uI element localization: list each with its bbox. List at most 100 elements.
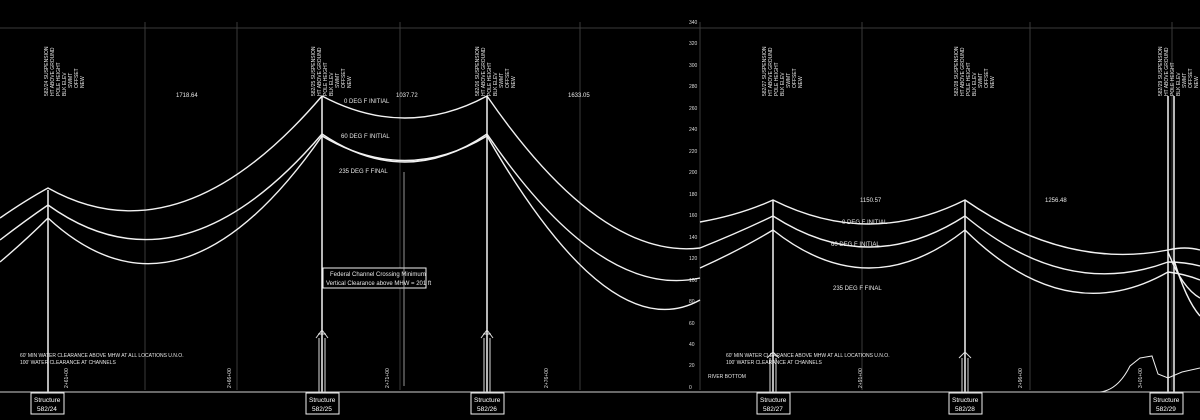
svg-text:Structure: Structure bbox=[952, 397, 979, 404]
svg-text:POLE HEIGHT: POLE HEIGHT bbox=[487, 62, 493, 96]
svg-text:OFFSET: OFFSET bbox=[341, 68, 347, 88]
axis-label: 200 bbox=[689, 170, 698, 176]
svg-text:HT ABOVE GROUND: HT ABOVE GROUND bbox=[50, 47, 56, 96]
svg-text:582/28: 582/28 bbox=[955, 406, 975, 413]
svg-text:HT ABOVE GROUND: HT ABOVE GROUND bbox=[481, 47, 487, 96]
svg-text:Structure: Structure bbox=[34, 397, 61, 404]
svg-text:582/28 SUSPENSION: 582/28 SUSPENSION bbox=[954, 46, 960, 96]
structure-boxes: Structure 582/24 Structure 582/25 Struct… bbox=[30, 392, 1184, 415]
svg-text:SWMT: SWMT bbox=[786, 73, 792, 88]
wire-label-235f: 235 DEG F FINAL bbox=[339, 169, 388, 175]
axis-label: 240 bbox=[689, 127, 698, 133]
svg-text:OFFSET: OFFSET bbox=[984, 68, 990, 88]
axis-label: 320 bbox=[689, 41, 698, 47]
structure-582-29: Structure 582/29 bbox=[1149, 392, 1184, 415]
structure-582-24: Structure 582/24 bbox=[30, 392, 65, 415]
poles bbox=[47, 96, 1175, 392]
svg-text:BLK ELEV: BLK ELEV bbox=[1176, 72, 1182, 96]
axis-label: 300 bbox=[689, 63, 698, 69]
grid bbox=[0, 22, 1200, 390]
structure-582-28: Structure 582/28 bbox=[948, 392, 983, 415]
clearance-notes: 60' MIN WATER CLEARANCE ABOVE MHW AT ALL… bbox=[20, 353, 890, 380]
svg-text:SWMT: SWMT bbox=[1182, 73, 1188, 88]
axis-label: 20 bbox=[689, 363, 695, 369]
svg-text:HT ABOVE GROUND: HT ABOVE GROUND bbox=[317, 47, 323, 96]
axis-label: 340 bbox=[689, 20, 698, 26]
svg-text:HT ABOVE GROUND: HT ABOVE GROUND bbox=[960, 47, 966, 96]
axis-label: 80 bbox=[689, 299, 695, 305]
axis-label: 40 bbox=[689, 342, 695, 348]
svg-text:HT ABOVE GROUND: HT ABOVE GROUND bbox=[1164, 47, 1170, 96]
axis-label: 160 bbox=[689, 213, 698, 219]
wire-right-60f bbox=[699, 215, 1200, 275]
svg-text:2+96+00: 2+96+00 bbox=[1018, 368, 1024, 388]
svg-text:BLK ELEV: BLK ELEV bbox=[329, 72, 335, 96]
axis-label: 0 bbox=[689, 385, 692, 391]
axis-label: 100 bbox=[689, 278, 698, 284]
station-labels: 2+61+00 2+66+00 2+71+00 2+76+00 2+91+00 … bbox=[64, 368, 1144, 388]
axis-label: 140 bbox=[689, 235, 698, 241]
svg-text:582/27 SUSPENSION: 582/27 SUSPENSION bbox=[762, 46, 768, 96]
svg-text:582/25: 582/25 bbox=[312, 406, 332, 413]
svg-text:POLE HEIGHT: POLE HEIGHT bbox=[774, 62, 780, 96]
svg-text:100' WATER CLEARANCE AT CHANNE: 100' WATER CLEARANCE AT CHANNELS bbox=[20, 360, 116, 366]
river-bottom-label: RIVER BOTTOM bbox=[708, 374, 746, 380]
svg-text:3+01+00: 3+01+00 bbox=[1138, 368, 1144, 388]
channel-note-line1: Federal Channel Crossing Minimum bbox=[330, 272, 426, 278]
svg-text:2+71+00: 2+71+00 bbox=[385, 368, 391, 388]
wire-label-60f: 60 DEG F INITIAL bbox=[831, 242, 880, 248]
structure-header: 582/24 SUSPENSION HT ABOVE GROUND POLE H… bbox=[44, 46, 1200, 96]
elevation-axis: 340 320 300 280 260 240 220 200 180 160 … bbox=[689, 20, 698, 391]
span-length: 1150.57 bbox=[860, 198, 882, 204]
svg-text:BLK ELEV: BLK ELEV bbox=[62, 72, 68, 96]
svg-text:582/26: 582/26 bbox=[477, 406, 497, 413]
svg-text:POLE HEIGHT: POLE HEIGHT bbox=[323, 62, 329, 96]
channel-note-line2: Vertical Clearance above MHW = 201 ft bbox=[326, 281, 432, 287]
tower-icon bbox=[315, 329, 329, 392]
svg-text:100' WATER CLEARANCE AT CHANNE: 100' WATER CLEARANCE AT CHANNELS bbox=[726, 360, 822, 366]
svg-text:582/29: 582/29 bbox=[1156, 406, 1176, 413]
span-length: 1718.64 bbox=[176, 93, 198, 99]
structure-582-25: Structure 582/25 bbox=[305, 392, 340, 415]
svg-text:NEW: NEW bbox=[80, 76, 86, 88]
svg-text:HT ABOVE GROUND: HT ABOVE GROUND bbox=[768, 47, 774, 96]
svg-text:582/26 SUSPENSION: 582/26 SUSPENSION bbox=[475, 46, 481, 96]
wire-label-60f: 60 DEG F INITIAL bbox=[341, 134, 390, 140]
wire-right-0f bbox=[699, 199, 1200, 256]
wire-labels: 0 DEG F INITIAL 60 DEG F INITIAL 235 DEG… bbox=[339, 99, 888, 292]
span-length: 1256.48 bbox=[1045, 198, 1067, 204]
svg-text:SWMT: SWMT bbox=[335, 73, 341, 88]
svg-text:2+61+00: 2+61+00 bbox=[64, 368, 70, 388]
wire-label-0f: 0 DEG F INITIAL bbox=[842, 220, 888, 226]
structure-582-27: Structure 582/27 bbox=[756, 392, 791, 415]
wire-right-235f bbox=[699, 229, 1200, 294]
svg-text:Structure: Structure bbox=[760, 397, 787, 404]
wire-edge-b bbox=[1173, 259, 1200, 317]
svg-text:NEW: NEW bbox=[347, 76, 353, 88]
axis-label: 120 bbox=[689, 256, 698, 262]
tower-icon bbox=[958, 351, 972, 392]
svg-text:OFFSET: OFFSET bbox=[74, 68, 80, 88]
wire-edge-a bbox=[1167, 251, 1200, 299]
span-lengths: 1718.64 1037.72 1633.05 1150.57 1256.48 bbox=[176, 93, 1067, 204]
axis-label: 180 bbox=[689, 192, 698, 198]
svg-text:NEW: NEW bbox=[1194, 76, 1200, 88]
svg-text:NEW: NEW bbox=[511, 76, 517, 88]
tower-symbols bbox=[315, 329, 972, 392]
svg-text:SWMT: SWMT bbox=[499, 73, 505, 88]
svg-text:2+76+00: 2+76+00 bbox=[544, 368, 550, 388]
span-length: 1633.05 bbox=[568, 93, 590, 99]
wire-235f-final bbox=[0, 135, 701, 311]
wires bbox=[0, 95, 1200, 317]
svg-text:BLK ELEV: BLK ELEV bbox=[780, 72, 786, 96]
axis-label: 220 bbox=[689, 149, 698, 155]
wire-60f-initial bbox=[0, 133, 701, 282]
axis-label: 260 bbox=[689, 106, 698, 112]
svg-text:2+91+00: 2+91+00 bbox=[858, 368, 864, 388]
svg-text:BLK ELEV: BLK ELEV bbox=[972, 72, 978, 96]
svg-text:OFFSET: OFFSET bbox=[1188, 68, 1194, 88]
wire-label-0f: 0 DEG F INITIAL bbox=[344, 99, 390, 105]
svg-text:BLK ELEV: BLK ELEV bbox=[493, 72, 499, 96]
